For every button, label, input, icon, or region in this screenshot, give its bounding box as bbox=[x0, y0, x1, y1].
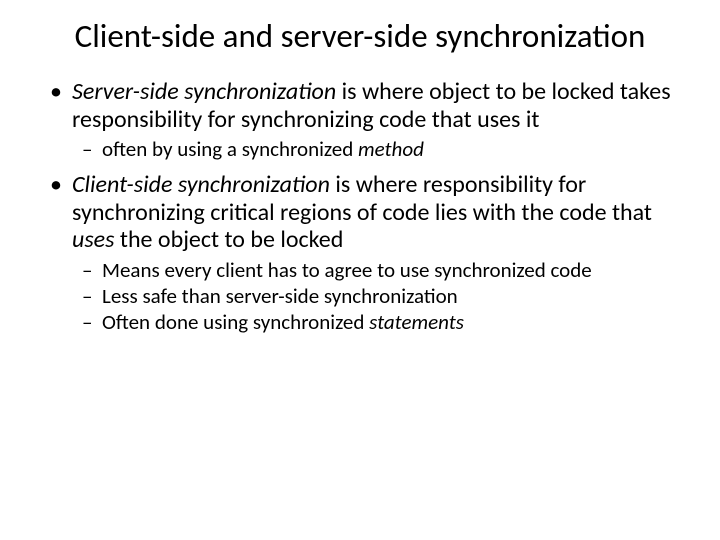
bullet-text: the object to be locked bbox=[114, 225, 343, 254]
bullet-text: Server-side synchronization bbox=[72, 77, 336, 106]
bullet-level1: Server-side synchronization is where obj… bbox=[40, 78, 680, 133]
bullet-level2: Means every client has to agree to use s… bbox=[40, 258, 680, 282]
bullet-text: statements bbox=[369, 309, 464, 335]
bullet-level2: Less safe than server-side synchronizati… bbox=[40, 284, 680, 308]
bullet-text: Client-side synchronization bbox=[72, 170, 330, 199]
slide-title: Client-side and server-side synchronizat… bbox=[40, 18, 680, 56]
bullet-level2: Often done using synchronized statements bbox=[40, 310, 680, 334]
bullet-level2: often by using a synchronized method bbox=[40, 137, 680, 161]
bullet-text: Less safe than server-side synchronizati… bbox=[102, 283, 458, 309]
bullet-text: uses bbox=[72, 225, 114, 254]
bullet-text: often by using a synchronized bbox=[102, 136, 358, 162]
bullet-text: Often done using synchronized bbox=[102, 309, 369, 335]
bullet-text: Means every client has to agree to use s… bbox=[102, 257, 592, 283]
bullet-text: method bbox=[358, 136, 424, 162]
bullet-level1: Client-side synchronization is where res… bbox=[40, 171, 680, 254]
bullet-list: Server-side synchronization is where obj… bbox=[40, 78, 680, 161]
bullet-list: Client-side synchronization is where res… bbox=[40, 171, 680, 334]
